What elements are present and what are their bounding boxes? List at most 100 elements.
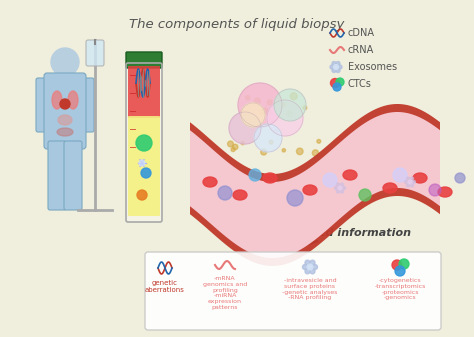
Circle shape	[330, 65, 334, 69]
Circle shape	[51, 48, 79, 76]
Circle shape	[307, 264, 313, 270]
Circle shape	[333, 83, 341, 91]
Circle shape	[260, 109, 264, 115]
Circle shape	[231, 148, 235, 152]
Circle shape	[267, 100, 272, 105]
Circle shape	[407, 184, 410, 187]
Circle shape	[323, 173, 337, 187]
Circle shape	[330, 79, 339, 88]
FancyBboxPatch shape	[36, 78, 52, 132]
PathPatch shape	[190, 112, 440, 258]
Circle shape	[336, 68, 340, 72]
Circle shape	[338, 186, 342, 190]
Circle shape	[290, 93, 297, 100]
Circle shape	[392, 260, 402, 270]
Ellipse shape	[57, 128, 73, 136]
Text: cDNA: cDNA	[348, 28, 375, 38]
Circle shape	[303, 106, 307, 110]
Circle shape	[269, 140, 273, 144]
FancyBboxPatch shape	[128, 116, 160, 216]
Ellipse shape	[203, 177, 217, 187]
Circle shape	[275, 129, 278, 132]
Circle shape	[332, 68, 336, 72]
Circle shape	[310, 260, 315, 265]
Text: -mRNA
genomics and
profiling
-miRNA
expression
patterns: -mRNA genomics and profiling -miRNA expr…	[203, 276, 247, 310]
Circle shape	[337, 183, 339, 186]
Circle shape	[287, 190, 303, 206]
Ellipse shape	[383, 183, 397, 193]
Circle shape	[336, 78, 344, 86]
Circle shape	[334, 64, 338, 69]
Circle shape	[343, 186, 346, 189]
Circle shape	[393, 168, 407, 182]
Text: -cytogenetics
-transcriptomics
-proteomics
-genomics: -cytogenetics -transcriptomics -proteomi…	[374, 278, 426, 300]
Circle shape	[359, 189, 371, 201]
FancyBboxPatch shape	[44, 73, 86, 149]
Ellipse shape	[52, 91, 62, 109]
Circle shape	[228, 141, 233, 147]
Circle shape	[312, 150, 319, 156]
Ellipse shape	[68, 91, 78, 109]
Circle shape	[241, 142, 244, 145]
Circle shape	[282, 102, 286, 106]
Circle shape	[139, 160, 145, 166]
Text: genetic
aberrations: genetic aberrations	[145, 280, 185, 293]
Circle shape	[296, 148, 303, 155]
Circle shape	[410, 177, 413, 180]
FancyBboxPatch shape	[126, 52, 162, 68]
Text: cRNA: cRNA	[348, 45, 374, 55]
Ellipse shape	[438, 187, 452, 197]
Circle shape	[340, 190, 344, 193]
Circle shape	[261, 149, 267, 155]
Circle shape	[141, 168, 151, 178]
Circle shape	[305, 269, 310, 274]
Circle shape	[244, 111, 249, 116]
Ellipse shape	[413, 173, 427, 183]
Circle shape	[455, 173, 465, 183]
PathPatch shape	[190, 104, 440, 266]
Circle shape	[338, 65, 342, 69]
Circle shape	[412, 181, 416, 184]
Circle shape	[410, 184, 413, 187]
Circle shape	[266, 110, 272, 115]
FancyBboxPatch shape	[86, 40, 104, 66]
Circle shape	[310, 269, 315, 274]
FancyBboxPatch shape	[126, 63, 162, 222]
Circle shape	[267, 100, 303, 136]
Circle shape	[246, 96, 250, 100]
Circle shape	[238, 83, 282, 127]
Circle shape	[332, 62, 336, 65]
Circle shape	[407, 177, 410, 180]
Ellipse shape	[58, 115, 72, 125]
Ellipse shape	[343, 170, 357, 180]
Circle shape	[395, 266, 405, 276]
Circle shape	[404, 181, 408, 184]
Ellipse shape	[303, 185, 317, 195]
Circle shape	[305, 260, 310, 265]
Circle shape	[218, 186, 232, 200]
Circle shape	[136, 135, 152, 151]
Circle shape	[336, 62, 340, 65]
FancyBboxPatch shape	[78, 78, 94, 132]
FancyBboxPatch shape	[64, 141, 82, 210]
Text: CTCs: CTCs	[348, 79, 372, 89]
Circle shape	[399, 259, 409, 269]
Text: -intravesicle and
surface proteins
-genetic analyses
-RNA profiling: -intravesicle and surface proteins -gene…	[283, 278, 337, 300]
Circle shape	[317, 140, 321, 143]
Circle shape	[229, 112, 261, 144]
Circle shape	[254, 124, 282, 152]
Circle shape	[282, 149, 285, 152]
Circle shape	[60, 99, 70, 109]
Circle shape	[137, 190, 147, 200]
FancyBboxPatch shape	[145, 252, 441, 330]
Circle shape	[302, 265, 308, 270]
Circle shape	[340, 183, 344, 186]
Circle shape	[262, 108, 268, 115]
Text: Provided information: Provided information	[279, 228, 411, 238]
Circle shape	[283, 103, 286, 107]
Circle shape	[335, 186, 337, 189]
FancyBboxPatch shape	[128, 66, 160, 118]
Circle shape	[312, 265, 318, 270]
Circle shape	[255, 98, 260, 104]
Ellipse shape	[233, 190, 247, 200]
